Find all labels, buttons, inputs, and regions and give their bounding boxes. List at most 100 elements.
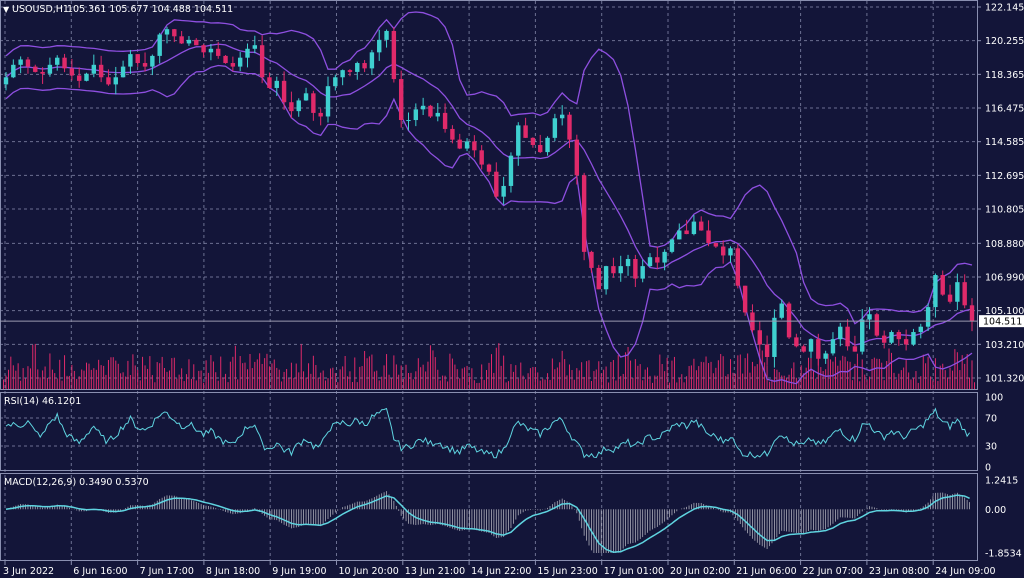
candle-body [852,346,858,352]
candle-body [713,242,719,247]
candle-body [311,93,316,113]
rsi-tick-label: 30 [985,442,997,453]
rsi-tick-label: 100 [985,393,1003,404]
candle-body [779,303,784,318]
time-tick-label: 9 Jun 19:00 [272,566,326,577]
candle-body [347,70,353,72]
candle-body [523,125,528,138]
candle-body [735,248,741,286]
candle-body [106,77,111,85]
candle-body [194,39,199,46]
candle-body [728,248,733,256]
price-tick-label: 118.365 [985,70,1024,81]
candle-body [355,63,360,72]
candle-body [742,285,748,313]
candle-body [501,185,506,197]
candle-body [150,55,155,67]
price-tick-label: 116.475 [985,104,1024,115]
time-tick-label: 24 Jun 09:00 [935,566,995,577]
candle-body [3,77,9,85]
rsi-tick-label: 70 [985,414,997,425]
candle-body [640,266,645,279]
candle-body [245,48,250,58]
macd-axis: 1.2415 0.00 -1.8534 [985,476,1022,560]
candle-body [472,141,477,151]
candle-body [252,45,258,49]
candle-body [40,71,45,74]
candle-body [633,258,638,279]
time-tick-label: 14 Jun 22:00 [471,566,531,577]
candle-body [816,339,821,359]
bollinger-middle [5,43,973,346]
candle-body [333,77,338,87]
candle-body [962,282,967,306]
candle-body [764,344,770,357]
candle-body [201,45,206,53]
price-axis: 122.145 120.255 118.365 116.475 114.585 112.6… [978,3,1024,385]
price-tick-label: 114.585 [985,137,1024,148]
candle-body [757,330,762,345]
candle-body [157,34,162,56]
candle-body [420,105,426,110]
candle-body [318,112,323,117]
candle-body [18,59,23,65]
macd-tick-label: 0.00 [985,505,1006,516]
price-tick-label: 122.145 [985,3,1024,14]
ohlc-values: 105.361 105.677 104.488 104.511 [67,4,233,15]
candle-body [457,139,462,149]
candle-body [230,63,236,67]
candle-body [955,282,960,302]
rsi-label: RSI(14) 46.1201 [4,396,81,407]
candle-body [838,326,843,340]
macd-label: MACD(12,26,9) 0.3490 0.5370 [4,477,149,488]
candle-body [647,257,653,267]
macd-panel-frame [0,473,978,561]
candle-body [684,230,689,235]
candle-body [98,64,104,78]
time-tick-label: 10 Jun 20:00 [339,566,399,577]
candle-body [699,221,704,231]
candle-body [823,353,828,359]
time-axis: 3 Jun 2022 6 Jun 16:00 7 Jun 17:00 8 Jun 18… [3,561,996,577]
candle-body [384,30,389,40]
candle-body [281,80,287,103]
price-tick-label: 112.695 [985,171,1024,182]
candle-body [874,314,880,336]
candle-body [581,175,587,252]
candle-body [296,100,301,112]
candle-body [120,66,126,78]
candle-body [596,267,601,290]
grid-lines [0,1,978,560]
collapse-arrow-icon[interactable]: ▼ [3,5,10,14]
bollinger-upper [5,11,973,325]
time-tick-label: 15 Jun 23:00 [537,566,597,577]
candle-body [237,57,243,67]
candle-body [625,258,631,267]
candle-body [896,332,902,340]
bollinger-lower [5,64,973,385]
current-price-label: 104.511 [983,317,1022,328]
candle-body [274,80,279,88]
time-tick-label: 23 Jun 08:00 [869,566,929,577]
time-tick-label: 17 Jun 01:00 [604,566,664,577]
candle-body [545,137,550,153]
candle-body [669,239,675,252]
time-tick-label: 6 Jun 16:00 [73,566,127,577]
candle-body [574,139,580,176]
candlesticks[interactable] [3,26,975,368]
rsi-panel-frame [0,392,978,471]
candle-body [918,326,923,333]
candle-body [113,77,118,85]
time-tick-label: 20 Jun 02:00 [670,566,730,577]
candle-body [216,48,221,56]
candle-body [494,171,499,197]
candle-body [881,335,887,343]
candle-body [25,59,31,67]
time-tick-label: 13 Jun 21:00 [405,566,465,577]
candle-body [303,93,309,101]
price-panel-frame [0,0,978,390]
candle-body [442,112,448,129]
price-tick-label: 106.990 [985,272,1024,283]
candle-body [508,155,514,186]
